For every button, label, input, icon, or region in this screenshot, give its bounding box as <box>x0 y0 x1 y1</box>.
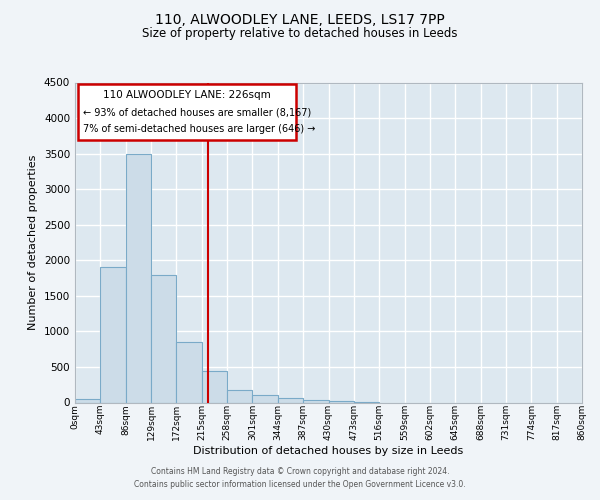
Bar <box>100 268 126 402</box>
Bar <box>151 274 176 402</box>
Text: 110 ALWOODLEY LANE: 226sqm: 110 ALWOODLEY LANE: 226sqm <box>103 90 271 101</box>
Text: Contains public sector information licensed under the Open Government Licence v3: Contains public sector information licen… <box>134 480 466 489</box>
Text: 7% of semi-detached houses are larger (646) →: 7% of semi-detached houses are larger (6… <box>83 124 315 134</box>
Bar <box>176 342 202 402</box>
Text: ← 93% of detached houses are smaller (8,167): ← 93% of detached houses are smaller (8,… <box>83 107 311 117</box>
Bar <box>202 370 227 402</box>
Bar <box>75 399 100 402</box>
Y-axis label: Number of detached properties: Number of detached properties <box>28 155 38 330</box>
Text: Size of property relative to detached houses in Leeds: Size of property relative to detached ho… <box>142 28 458 40</box>
Bar <box>126 154 151 402</box>
Bar <box>253 396 278 402</box>
X-axis label: Distribution of detached houses by size in Leeds: Distribution of detached houses by size … <box>193 446 464 456</box>
Bar <box>278 398 303 402</box>
Bar <box>303 400 329 402</box>
Bar <box>227 390 253 402</box>
Text: Contains HM Land Registry data © Crown copyright and database right 2024.: Contains HM Land Registry data © Crown c… <box>151 467 449 476</box>
Text: 110, ALWOODLEY LANE, LEEDS, LS17 7PP: 110, ALWOODLEY LANE, LEEDS, LS17 7PP <box>155 12 445 26</box>
FancyBboxPatch shape <box>77 84 296 140</box>
